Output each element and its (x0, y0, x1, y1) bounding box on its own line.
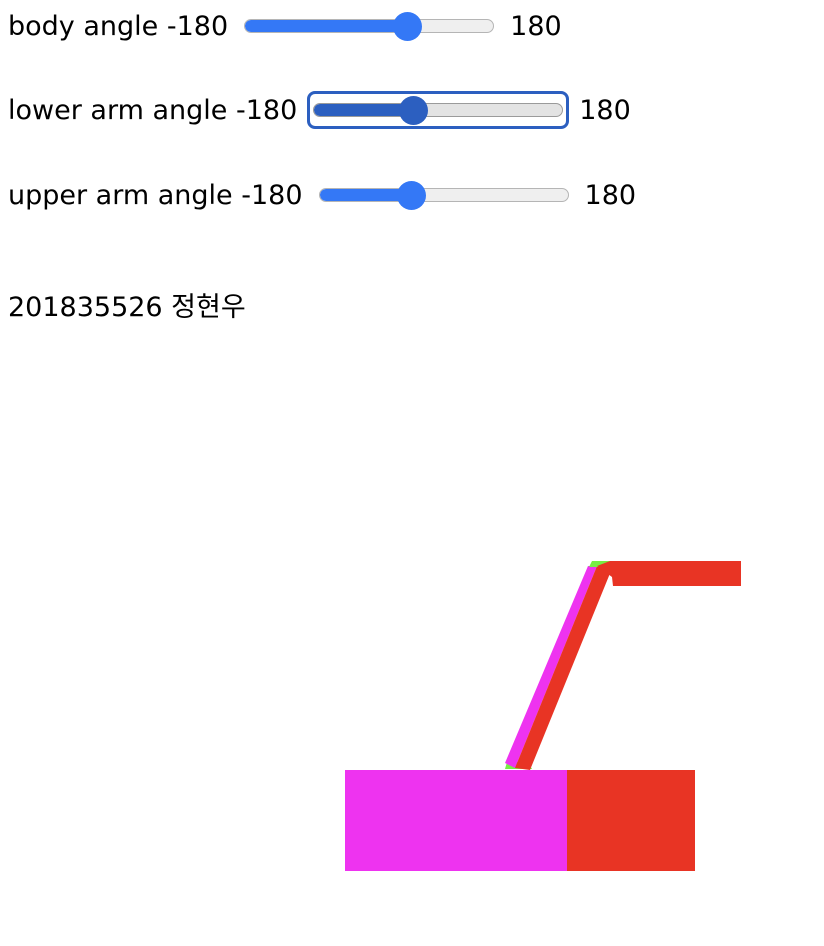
slider-thumb[interactable] (398, 96, 428, 125)
slider-track (318, 188, 569, 202)
lower-arm-angle-label: lower arm angle -180 (8, 94, 298, 126)
upper-arm-angle-max: 180 (584, 179, 637, 211)
upper-arm-angle-control: upper arm angle -180 180 (8, 175, 636, 215)
robot-arm-canvas (345, 561, 741, 871)
slider-track (313, 103, 564, 117)
lower-arm-side-face (515, 566, 613, 770)
slider-thumb[interactable] (393, 12, 423, 41)
body-angle-slider[interactable] (242, 11, 496, 41)
slider-fill (319, 189, 412, 201)
body-angle-max: 180 (510, 10, 562, 42)
body-angle-label: body angle -180 (8, 10, 229, 42)
body-angle-control: body angle -180 180 (8, 6, 562, 46)
lower-arm-angle-control: lower arm angle -180 180 (8, 90, 631, 130)
slider-thumb[interactable] (396, 181, 426, 210)
upper-arm-angle-label: upper arm angle -180 (8, 179, 303, 211)
lower-arm-front-face (505, 566, 597, 768)
upper-arm-angle-slider[interactable] (317, 180, 571, 210)
student-id-name: 201835526 정현우 (8, 292, 246, 323)
slider-fill (245, 20, 407, 32)
slider-track (244, 19, 495, 33)
slider-fill (314, 104, 414, 116)
lower-arm-angle-slider[interactable] (307, 91, 570, 129)
lower-arm-angle-max: 180 (579, 94, 631, 126)
base-side-face (567, 770, 695, 871)
upper-arm (597, 561, 741, 586)
base-front-face (345, 770, 567, 871)
